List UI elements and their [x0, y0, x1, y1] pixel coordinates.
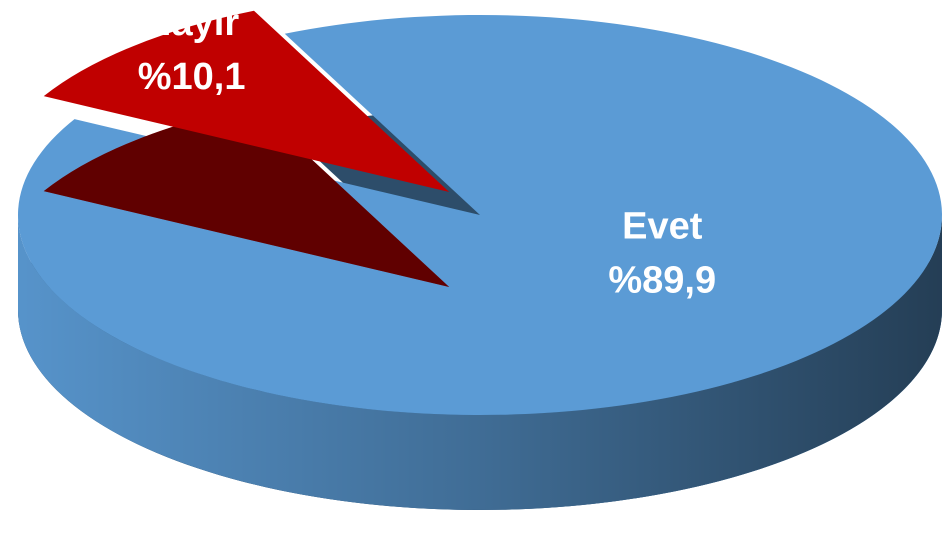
slice-bottom-shade [43, 105, 450, 288]
slice-label-name: Hayır [144, 2, 239, 44]
slice-side-shade [18, 215, 942, 510]
slice: Hayır %10,1 [43, 2, 450, 288]
slice-top [17, 14, 943, 415]
slice-top [43, 10, 450, 193]
slice-label-value: %89,9 [608, 260, 716, 302]
slice: Evet %89,9 [17, 14, 943, 510]
slice-label-value: %10,1 [138, 56, 246, 98]
slice-label-name: Evet [622, 206, 703, 248]
